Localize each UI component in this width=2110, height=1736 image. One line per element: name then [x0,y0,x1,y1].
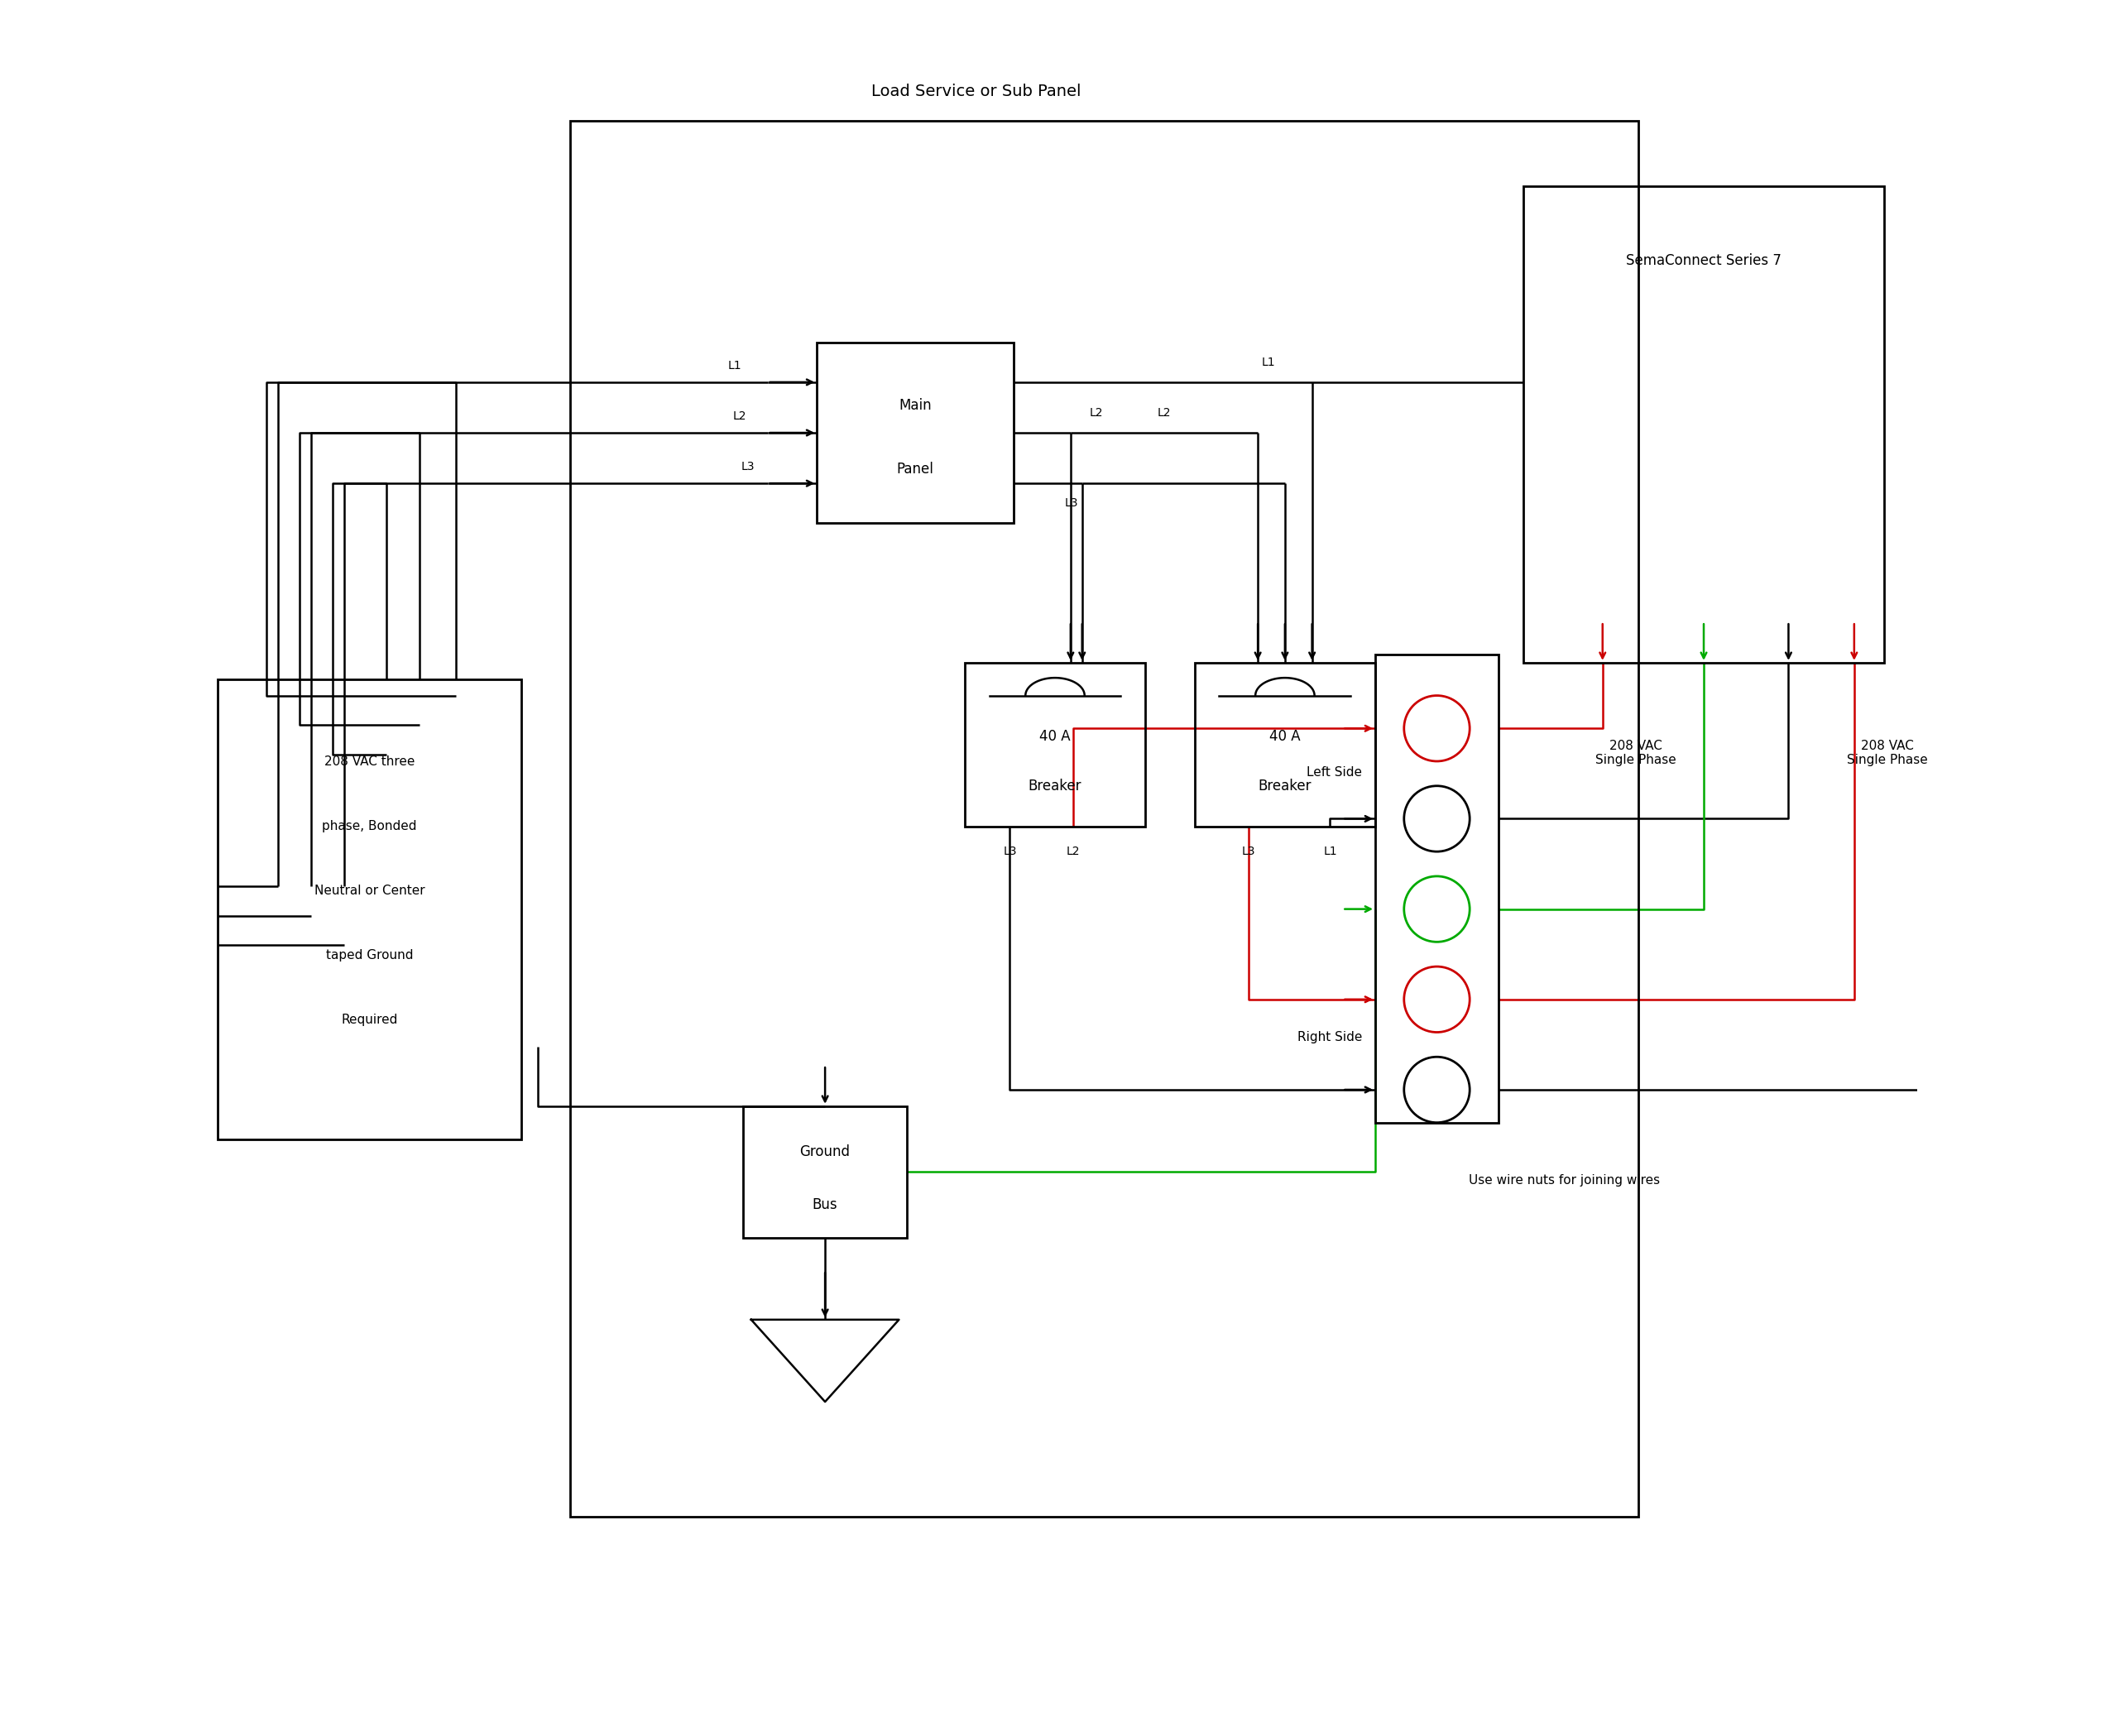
Bar [1194,663,1376,826]
Text: Ground: Ground [800,1144,850,1160]
Text: 208 VAC
Single Phase: 208 VAC Single Phase [1595,740,1675,766]
Text: 40 A: 40 A [1270,729,1300,745]
Bar [964,663,1146,826]
Text: L1: L1 [728,359,741,372]
Bar [1376,654,1498,1123]
Bar [1523,186,1884,663]
Text: L3: L3 [741,462,755,472]
Text: Left Side: Left Side [1306,767,1363,779]
Bar [217,679,521,1139]
Text: L1: L1 [1323,845,1338,858]
Text: Right Side: Right Side [1298,1031,1363,1043]
Text: 40 A: 40 A [1040,729,1070,745]
Text: Neutral or Center: Neutral or Center [314,884,424,898]
Text: Breaker: Breaker [1258,778,1312,793]
Bar [817,342,1015,523]
Bar [743,1106,907,1238]
Text: L2: L2 [1089,408,1104,418]
Text: 208 VAC three: 208 VAC three [325,755,414,767]
Text: 208 VAC
Single Phase: 208 VAC Single Phase [1846,740,1926,766]
Text: phase, Bonded: phase, Bonded [323,819,416,833]
Text: L3: L3 [1002,845,1017,858]
Text: Breaker: Breaker [1028,778,1082,793]
Text: Bus: Bus [812,1198,838,1212]
Text: taped Ground: taped Ground [325,950,414,962]
Text: SemaConnect Series 7: SemaConnect Series 7 [1627,253,1781,267]
Text: Panel: Panel [897,462,935,476]
Text: Required: Required [342,1014,397,1026]
Text: L3: L3 [1066,496,1078,509]
Text: L2: L2 [1066,845,1080,858]
Text: Main: Main [899,398,933,413]
Text: L1: L1 [1262,356,1274,368]
Bar [570,122,1637,1517]
Text: L2: L2 [1158,408,1171,418]
Text: L3: L3 [1243,845,1255,858]
Text: Use wire nuts for joining wires: Use wire nuts for joining wires [1469,1174,1661,1186]
Text: L2: L2 [732,410,747,422]
Text: Load Service or Sub Panel: Load Service or Sub Panel [871,83,1080,99]
